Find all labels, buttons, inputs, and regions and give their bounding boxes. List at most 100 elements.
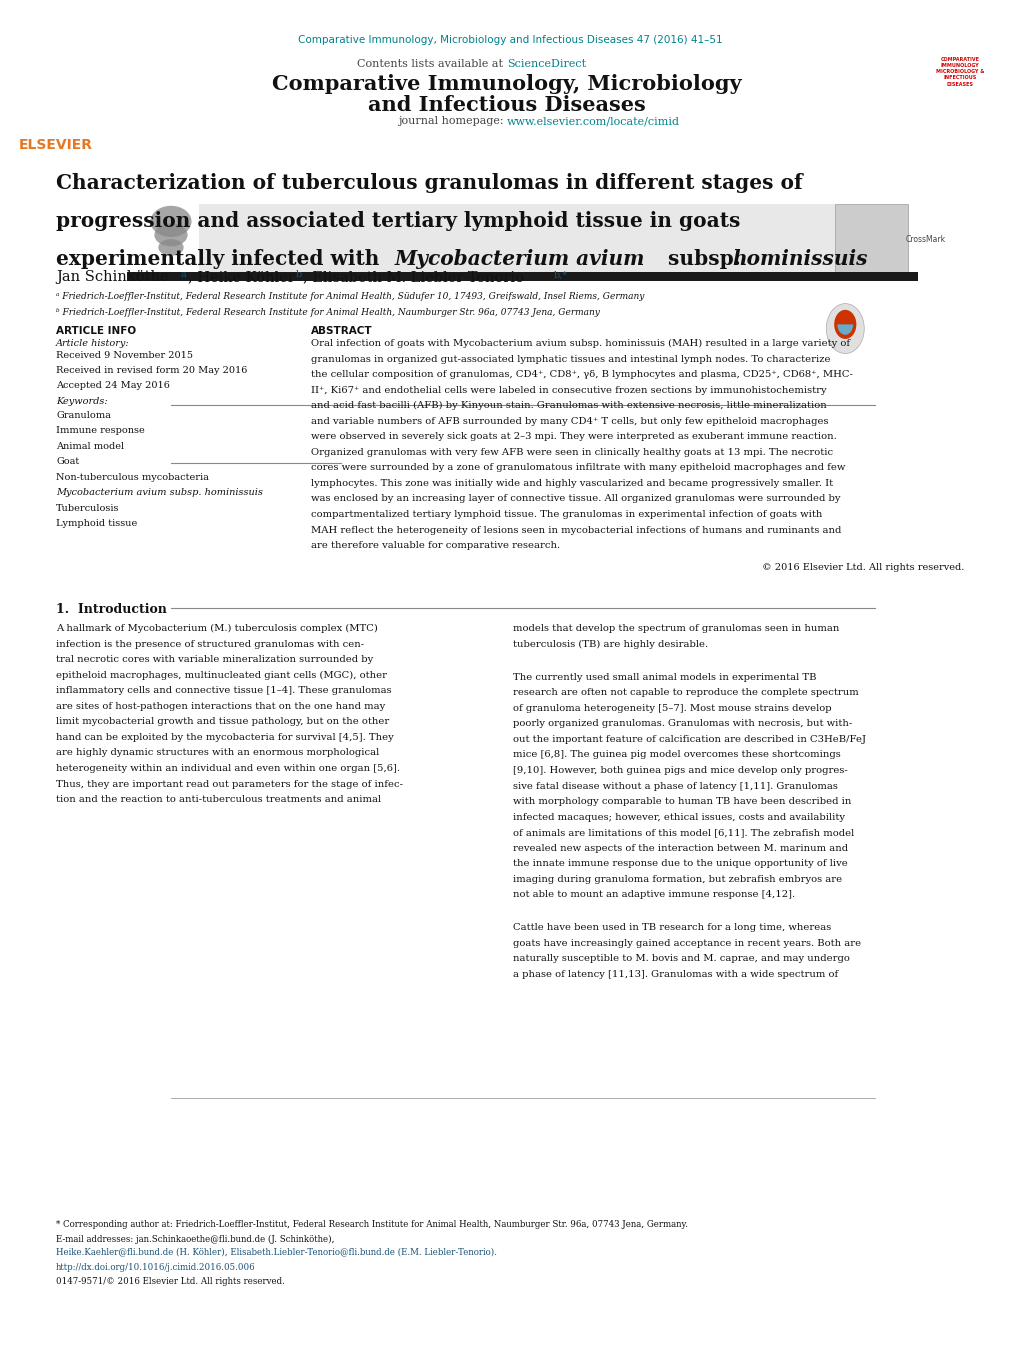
Wedge shape: [837, 324, 852, 335]
Text: the innate immune response due to the unique opportunity of live: the innate immune response due to the un…: [513, 859, 847, 869]
Text: journal homepage:: journal homepage:: [397, 116, 506, 126]
Text: are therefore valuable for comparative research.: are therefore valuable for comparative r…: [311, 540, 559, 550]
Text: hominissuis: hominissuis: [732, 249, 867, 269]
Text: Comparative Immunology, Microbiology: Comparative Immunology, Microbiology: [272, 74, 741, 95]
Text: tion and the reaction to anti-tuberculous treatments and animal: tion and the reaction to anti-tuberculou…: [56, 794, 381, 804]
Ellipse shape: [150, 205, 192, 236]
Text: [9,10]. However, both guinea pigs and mice develop only progres-: [9,10]. However, both guinea pigs and mi…: [513, 766, 847, 775]
Text: research are often not capable to reproduce the complete spectrum: research are often not capable to reprod…: [513, 689, 858, 697]
Text: Received 9 November 2015: Received 9 November 2015: [56, 351, 193, 361]
Text: The currently used small animal models in experimental TB: The currently used small animal models i…: [513, 673, 816, 682]
Text: COMPARATIVE
IMMUNOLOGY
MICROBIOLOGY &
INFECTIOUS
DISEASES: COMPARATIVE IMMUNOLOGY MICROBIOLOGY & IN…: [934, 57, 983, 86]
Text: cores were surrounded by a zone of granulomatous infiltrate with many epitheloid: cores were surrounded by a zone of granu…: [311, 463, 845, 473]
Text: Jan Schinköthe: Jan Schinköthe: [56, 270, 168, 284]
Text: and Infectious Diseases: and Infectious Diseases: [368, 95, 645, 115]
Text: ᵃ Friedrich-Loeffler-Institut, Federal Research Institute for Animal Health, Süd: ᵃ Friedrich-Loeffler-Institut, Federal R…: [56, 292, 644, 301]
Text: Granuloma: Granuloma: [56, 411, 111, 420]
Text: Article history:: Article history:: [56, 339, 129, 349]
FancyBboxPatch shape: [835, 204, 907, 273]
Text: , Heike Köhler: , Heike Köhler: [187, 270, 294, 284]
Text: Lymphoid tissue: Lymphoid tissue: [56, 520, 138, 528]
Text: infection is the presence of structured granulomas with cen-: infection is the presence of structured …: [56, 639, 364, 648]
Text: sive fatal disease without a phase of latency [1,11]. Granulomas: sive fatal disease without a phase of la…: [513, 781, 838, 790]
Ellipse shape: [154, 223, 187, 246]
Text: are highly dynamic structures with an enormous morphological: are highly dynamic structures with an en…: [56, 748, 379, 758]
Text: and acid fast bacilli (AFB) by Kinyoun stain. Granulomas with extensive necrosis: and acid fast bacilli (AFB) by Kinyoun s…: [311, 401, 826, 411]
Text: tral necrotic cores with variable mineralization surrounded by: tral necrotic cores with variable minera…: [56, 655, 373, 665]
Text: ABSTRACT: ABSTRACT: [311, 326, 372, 335]
Text: A hallmark of Mycobacterium (M.) tuberculosis complex (MTC): A hallmark of Mycobacterium (M.) tubercu…: [56, 624, 378, 634]
Text: 0147-9571/© 2016 Elsevier Ltd. All rights reserved.: 0147-9571/© 2016 Elsevier Ltd. All right…: [56, 1277, 284, 1286]
Text: was enclosed by an increasing layer of connective tissue. All organized granulom: was enclosed by an increasing layer of c…: [311, 494, 840, 504]
FancyBboxPatch shape: [199, 204, 835, 273]
Ellipse shape: [158, 239, 183, 255]
Text: Oral infection of goats with Mycobacterium avium subsp. hominissuis (MAH) result: Oral infection of goats with Mycobacteri…: [311, 339, 850, 349]
Text: 1.  Introduction: 1. Introduction: [56, 603, 167, 616]
Text: mice [6,8]. The guinea pig model overcomes these shortcomings: mice [6,8]. The guinea pig model overcom…: [513, 751, 840, 759]
Text: a: a: [180, 270, 186, 280]
Text: heterogeneity within an individual and even within one organ [5,6].: heterogeneity within an individual and e…: [56, 763, 399, 773]
Text: epitheloid macrophages, multinucleated giant cells (MGC), other: epitheloid macrophages, multinucleated g…: [56, 670, 387, 680]
Wedge shape: [825, 304, 863, 354]
Text: Contents lists available at: Contents lists available at: [357, 59, 506, 69]
Text: imaging during granuloma formation, but zebrafish embryos are: imaging during granuloma formation, but …: [513, 875, 842, 884]
Text: * Corresponding author at: Friedrich-Loeffler-Institut, Federal Research Institu: * Corresponding author at: Friedrich-Loe…: [56, 1220, 688, 1229]
Text: Goat: Goat: [56, 457, 79, 466]
Text: CrossMark: CrossMark: [905, 235, 946, 245]
Text: Thus, they are important read out parameters for the stage of infec-: Thus, they are important read out parame…: [56, 780, 403, 789]
Text: http://dx.doi.org/10.1016/j.cimid.2016.05.006: http://dx.doi.org/10.1016/j.cimid.2016.0…: [56, 1263, 256, 1273]
Text: Immune response: Immune response: [56, 427, 145, 435]
Text: MAH reflect the heterogeneity of lesions seen in mycobacterial infections of hum: MAH reflect the heterogeneity of lesions…: [311, 526, 841, 535]
Text: granulomas in organized gut-associated lymphatic tissues and intestinal lymph no: granulomas in organized gut-associated l…: [311, 354, 829, 363]
Text: Non-tuberculous mycobacteria: Non-tuberculous mycobacteria: [56, 473, 209, 482]
Text: of granuloma heterogeneity [5–7]. Most mouse strains develop: of granuloma heterogeneity [5–7]. Most m…: [513, 704, 830, 713]
Text: Comparative Immunology, Microbiology and Infectious Diseases 47 (2016) 41–51: Comparative Immunology, Microbiology and…: [298, 35, 721, 45]
Text: E-mail addresses: jan.Schinkaoethe@fli.bund.de (J. Schinköthe),: E-mail addresses: jan.Schinkaoethe@fli.b…: [56, 1235, 334, 1244]
Text: Heike.Kaehler@fli.bund.de (H. Köhler), Elisabeth.Liebler-Tenorio@fli.bund.de (E.: Heike.Kaehler@fli.bund.de (H. Köhler), E…: [56, 1247, 496, 1256]
Text: ScienceDirect: ScienceDirect: [506, 59, 586, 69]
Text: Mycobacterium avium: Mycobacterium avium: [394, 249, 644, 269]
Text: Received in revised form 20 May 2016: Received in revised form 20 May 2016: [56, 366, 248, 376]
Text: the cellular composition of granulomas, CD4⁺, CD8⁺, γδ, B lymphocytes and plasma: the cellular composition of granulomas, …: [311, 370, 852, 380]
Text: a phase of latency [11,13]. Granulomas with a wide spectrum of: a phase of latency [11,13]. Granulomas w…: [513, 970, 838, 979]
Wedge shape: [834, 309, 856, 339]
Text: progression and associated tertiary lymphoid tissue in goats: progression and associated tertiary lymp…: [56, 211, 740, 231]
Text: naturally susceptible to M. bovis and M. caprae, and may undergo: naturally susceptible to M. bovis and M.…: [513, 954, 849, 963]
Text: ARTICLE INFO: ARTICLE INFO: [56, 326, 137, 335]
Text: experimentally infected with: experimentally infected with: [56, 249, 386, 269]
Text: b,*: b,*: [553, 270, 568, 280]
Text: poorly organized granulomas. Granulomas with necrosis, but with-: poorly organized granulomas. Granulomas …: [513, 719, 852, 728]
Text: II⁺, Ki67⁺ and endothelial cells were labeled in consecutive frozen sections by : II⁺, Ki67⁺ and endothelial cells were la…: [311, 386, 826, 394]
Text: out the important feature of calcification are described in C3HeB/FeJ: out the important feature of calcificati…: [513, 735, 865, 744]
Text: with morphology comparable to human TB have been described in: with morphology comparable to human TB h…: [513, 797, 851, 807]
Text: Characterization of tuberculous granulomas in different stages of: Characterization of tuberculous granulom…: [56, 173, 802, 193]
Text: ᵇ Friedrich-Loeffler-Institut, Federal Research Institute for Animal Health, Nau: ᵇ Friedrich-Loeffler-Institut, Federal R…: [56, 308, 599, 317]
Text: Accepted 24 May 2016: Accepted 24 May 2016: [56, 381, 170, 390]
Text: compartmentalized tertiary lymphoid tissue. The granulomas in experimental infec: compartmentalized tertiary lymphoid tiss…: [311, 509, 821, 519]
Text: goats have increasingly gained acceptance in recent years. Both are: goats have increasingly gained acceptanc…: [513, 939, 860, 948]
Text: and variable numbers of AFB surrounded by many CD4⁺ T cells, but only few epithe: and variable numbers of AFB surrounded b…: [311, 416, 827, 426]
Text: limit mycobacterial growth and tissue pathology, but on the other: limit mycobacterial growth and tissue pa…: [56, 717, 389, 727]
Text: www.elsevier.com/locate/cimid: www.elsevier.com/locate/cimid: [506, 116, 680, 126]
Text: Cattle have been used in TB research for a long time, whereas: Cattle have been used in TB research for…: [513, 924, 830, 932]
Text: revealed new aspects of the interaction between M. marinum and: revealed new aspects of the interaction …: [513, 843, 848, 852]
Text: , Elisabeth M. Liebler-Tenorio: , Elisabeth M. Liebler-Tenorio: [303, 270, 524, 284]
Text: not able to mount an adaptive immune response [4,12].: not able to mount an adaptive immune res…: [513, 890, 795, 900]
Text: tuberculosis (TB) are highly desirable.: tuberculosis (TB) are highly desirable.: [513, 639, 707, 648]
Text: subsp.: subsp.: [660, 249, 747, 269]
Text: hand can be exploited by the mycobacteria for survival [4,5]. They: hand can be exploited by the mycobacteri…: [56, 732, 393, 742]
Text: b: b: [296, 270, 302, 280]
Text: models that develop the spectrum of granulomas seen in human: models that develop the spectrum of gran…: [513, 624, 839, 634]
Text: Animal model: Animal model: [56, 442, 124, 451]
Text: Keywords:: Keywords:: [56, 397, 108, 407]
Text: © 2016 Elsevier Ltd. All rights reserved.: © 2016 Elsevier Ltd. All rights reserved…: [761, 563, 963, 573]
Text: Organized granulomas with very few AFB were seen in clinically healthy goats at : Organized granulomas with very few AFB w…: [311, 449, 833, 457]
Text: lymphocytes. This zone was initially wide and highly vascularized and became pro: lymphocytes. This zone was initially wid…: [311, 480, 833, 488]
Text: Tuberculosis: Tuberculosis: [56, 504, 119, 513]
Text: of animals are limitations of this model [6,11]. The zebrafish model: of animals are limitations of this model…: [513, 828, 854, 838]
Text: are sites of host-pathogen interactions that on the one hand may: are sites of host-pathogen interactions …: [56, 703, 385, 711]
Text: ELSEVIER: ELSEVIER: [18, 138, 93, 151]
Text: Mycobacterium avium subsp. hominissuis: Mycobacterium avium subsp. hominissuis: [56, 489, 263, 497]
Text: were observed in severely sick goats at 2–3 mpi. They were interpreted as exuber: were observed in severely sick goats at …: [311, 432, 836, 442]
Text: infected macaques; however, ethical issues, costs and availability: infected macaques; however, ethical issu…: [513, 812, 844, 821]
